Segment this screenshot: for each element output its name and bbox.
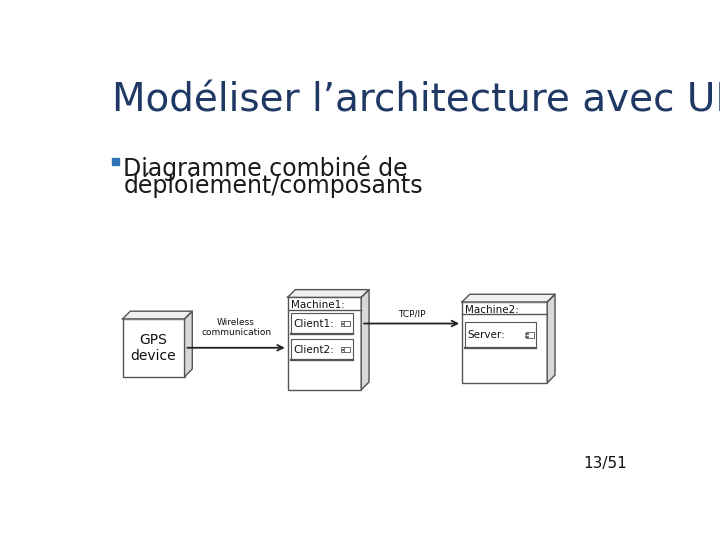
Text: Diagramme combiné de: Diagramme combiné de (123, 156, 408, 181)
Bar (462, 302, 547, 383)
Bar (341, 321, 344, 323)
Bar (341, 347, 344, 349)
Bar (287, 298, 361, 390)
Text: Machine1:: Machine1: (291, 300, 345, 310)
Bar (525, 336, 528, 338)
Bar (341, 325, 344, 326)
Text: Machine2:: Machine2: (465, 305, 519, 315)
Text: Wireless
communication: Wireless communication (201, 318, 271, 337)
Bar (526, 333, 534, 338)
Text: Server:: Server: (467, 330, 505, 340)
Polygon shape (122, 311, 192, 319)
Text: Client1:: Client1: (293, 319, 334, 328)
Text: Client2:: Client2: (293, 345, 334, 355)
Bar (343, 321, 351, 326)
Polygon shape (287, 289, 369, 298)
Bar (291, 313, 353, 334)
Bar (343, 347, 351, 353)
Bar (291, 339, 353, 361)
Polygon shape (361, 289, 369, 390)
Bar (112, 158, 119, 165)
Bar (465, 322, 536, 348)
Text: déploiement/composants: déploiement/composants (123, 173, 423, 198)
Bar (122, 319, 184, 377)
Bar (525, 333, 528, 334)
Polygon shape (462, 294, 555, 302)
Text: TCP/IP: TCP/IP (398, 310, 426, 319)
Bar (341, 350, 344, 352)
Text: GPS
device: GPS device (131, 333, 176, 363)
Text: Modéliser l’architecture avec UML: Modéliser l’architecture avec UML (112, 82, 720, 120)
Polygon shape (547, 294, 555, 383)
Polygon shape (184, 311, 192, 377)
Text: 13/51: 13/51 (583, 456, 627, 470)
